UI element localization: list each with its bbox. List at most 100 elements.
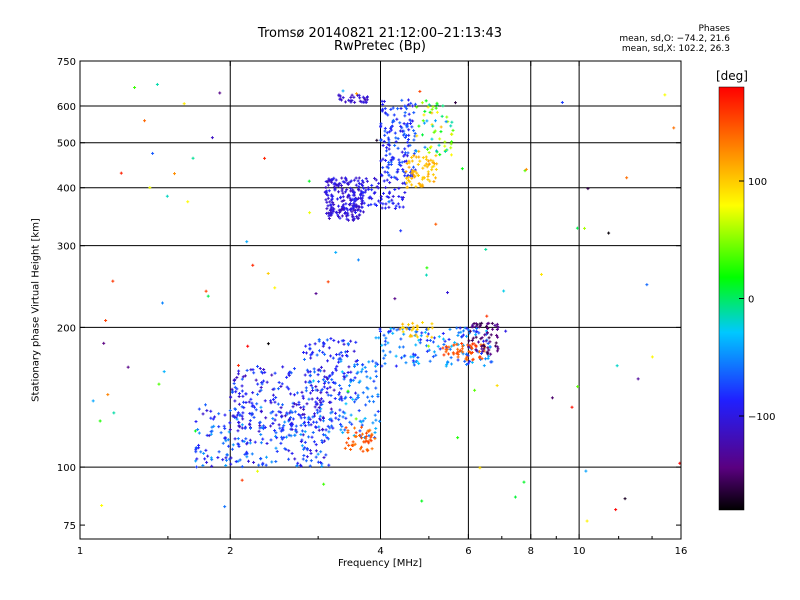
scatter-point [337, 208, 341, 212]
scatter-point [410, 328, 414, 332]
scatter-point [411, 325, 415, 329]
scatter-point [359, 193, 363, 197]
scatter-point [315, 396, 319, 400]
scatter-point [384, 158, 388, 162]
scatter-point [392, 327, 396, 331]
scatter-point [249, 368, 253, 372]
scatter-point [364, 100, 368, 104]
scatter-point [397, 194, 401, 198]
scatter-point [263, 425, 267, 429]
scatter-point [359, 420, 363, 424]
scatter-point [403, 160, 407, 164]
scatter-point [446, 360, 450, 364]
scatter-point [236, 411, 240, 415]
scatter-point [376, 393, 380, 397]
scatter-point [351, 193, 355, 197]
scatter-point [387, 140, 391, 144]
scatter-point [429, 145, 433, 149]
scatter-point [325, 207, 329, 211]
scatter-point [400, 129, 404, 133]
scatter-point [326, 193, 330, 197]
scatter-point [321, 419, 325, 423]
scatter-point [297, 402, 301, 406]
scatter-point [411, 170, 415, 174]
scatter-point [402, 154, 406, 158]
scatter-point [413, 169, 417, 173]
scatter-point [258, 420, 262, 424]
x-tick-label: 16 [675, 546, 688, 557]
scatter-point [438, 137, 442, 141]
scatter-point [416, 335, 420, 339]
scatter-point [279, 384, 283, 388]
scatter-point [395, 117, 399, 121]
scatter-point [237, 421, 241, 425]
scatter-point [380, 206, 384, 210]
scatter-point [349, 99, 353, 103]
scatter-point [207, 434, 211, 438]
scatter-point [295, 391, 299, 395]
scatter-point [477, 340, 481, 344]
scatter-point [331, 380, 335, 384]
scatter-point [265, 441, 269, 445]
scatter-point [425, 338, 429, 342]
scatter-point [399, 164, 403, 168]
scatter-point [393, 131, 397, 135]
scatter-point [309, 383, 313, 387]
scatter-point [259, 456, 263, 460]
scatter-point [341, 195, 345, 199]
scatter-point [350, 210, 354, 214]
scatter-point [223, 427, 227, 431]
scatter-point [382, 139, 386, 143]
scatter-point [369, 203, 373, 207]
scatter-point [455, 326, 459, 330]
stats-o-mode: mean, sd,O: −74.2, 21.6 [619, 34, 730, 44]
scatter-point [372, 379, 376, 383]
scatter-point [383, 133, 387, 137]
scatter-point [403, 114, 407, 118]
scatter-point [230, 447, 234, 451]
scatter-point [342, 377, 346, 381]
scatter-point [401, 169, 405, 173]
scatter-point [352, 203, 356, 207]
scatter-point [363, 416, 367, 420]
scatter-point [305, 368, 309, 372]
scatter-point [245, 455, 249, 459]
scatter-point [488, 340, 492, 344]
scatter-point [341, 191, 345, 195]
scatter-point [290, 410, 294, 414]
scatter-point [371, 359, 375, 363]
scatter-point [343, 176, 347, 180]
scatter-point [283, 420, 287, 424]
scatter-point [112, 411, 116, 415]
scatter-point [441, 346, 445, 350]
scatter-point [349, 447, 353, 451]
scatter-point [456, 347, 460, 351]
scatter-point [330, 424, 334, 428]
scatter-point [487, 354, 491, 358]
scatter-point [282, 424, 286, 428]
scatter-point [253, 405, 257, 409]
scatter-point [475, 326, 479, 330]
scatter-point [201, 464, 205, 468]
scatter-point [376, 409, 380, 413]
scatter-point [289, 392, 293, 396]
scatter-point [387, 200, 391, 204]
scatter-point [380, 109, 384, 113]
scatter-point [313, 405, 317, 409]
scatter-point [209, 456, 213, 460]
scatter-point [352, 178, 356, 182]
x-tick-label: 8 [528, 546, 534, 557]
scatter-point [319, 460, 323, 464]
scatter-point [311, 386, 315, 390]
scatter-point [259, 370, 263, 374]
scatter-point [441, 104, 445, 108]
scatter-point [243, 426, 247, 430]
scatter-point [280, 382, 284, 386]
scatter-point [289, 434, 293, 438]
scatter-point [431, 173, 435, 177]
scatter-point [387, 147, 391, 151]
scatter-point [354, 417, 358, 421]
scatter-point [210, 429, 214, 433]
scatter-point [405, 107, 409, 111]
scatter-point [308, 464, 312, 468]
